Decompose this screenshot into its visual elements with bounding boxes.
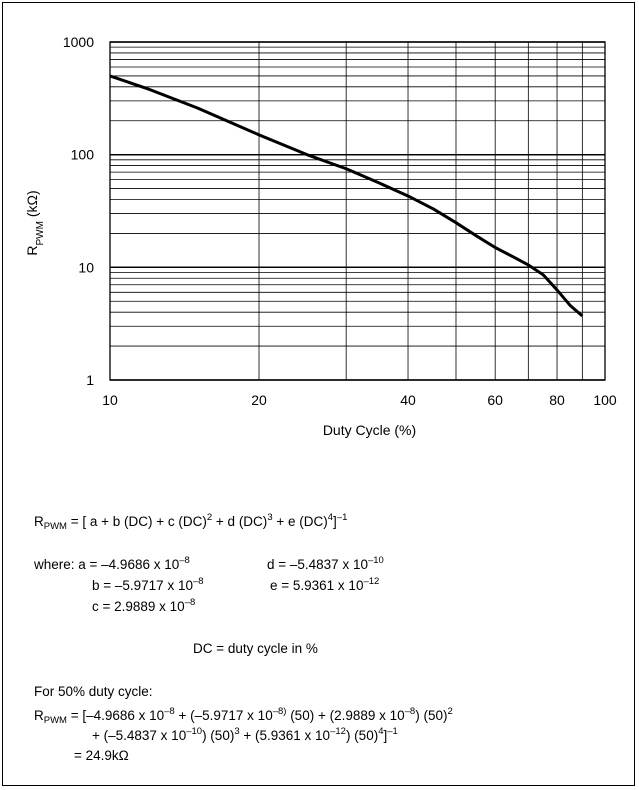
formula-line: RPWM = [ a + b (DC) + c (DC)2 + d (DC)3 … (34, 512, 348, 532)
y-axis-label-rest: (kΩ) (24, 190, 40, 221)
x-axis-label: Duty Cycle (%) (323, 422, 416, 438)
tick-labels: 10 20 40 60 80 100 1 10 100 1000 (63, 34, 617, 408)
x-tick-label-80: 80 (549, 392, 565, 408)
coef-e: e = 5.9361 x 10–12 (270, 576, 380, 593)
x-tick-label-100: 100 (593, 392, 617, 408)
y-tick-label-10: 10 (78, 259, 94, 275)
coef-b: b = –5.9717 x 10–8 (92, 576, 204, 593)
rpwm-curve (109, 74, 584, 318)
example-result: = 24.9kΩ (74, 748, 129, 763)
y-axis-label-sub: PWM (35, 221, 46, 245)
coef-a: where: a = –4.9686 x 10–8 (34, 555, 190, 572)
x-tick-label-20: 20 (251, 392, 267, 408)
coef-c: c = 2.9889 x 10–8 (92, 597, 196, 614)
example-line-2: + (–5.4837 x 10–10) (50)3 + (5.9361 x 10… (92, 726, 398, 743)
coef-d: d = –5.4837 x 10–10 (267, 555, 384, 572)
dc-definition: DC = duty cycle in % (193, 641, 318, 656)
plot-border (109, 41, 606, 381)
rpwm-vs-duty-cycle-chart: 10 20 40 60 80 100 1 10 100 1000 Duty Cycle (%) R… (24, 34, 617, 438)
example-line-1: RPWM = [–4.9686 x 10–8 + (–5.9717 x 10–8… (34, 706, 453, 726)
grid-lines (109, 41, 606, 381)
example-heading: For 50% duty cycle: (34, 684, 153, 699)
y-tick-label-1000: 1000 (63, 34, 94, 50)
y-tick-label-1: 1 (86, 372, 94, 388)
y-axis-label-main: R (24, 246, 40, 256)
x-tick-label-10: 10 (102, 392, 118, 408)
x-tick-label-40: 40 (400, 392, 416, 408)
y-axis-label: RPWM (kΩ) (24, 190, 46, 255)
y-tick-label-100: 100 (71, 147, 95, 163)
x-tick-label-60: 60 (487, 392, 503, 408)
